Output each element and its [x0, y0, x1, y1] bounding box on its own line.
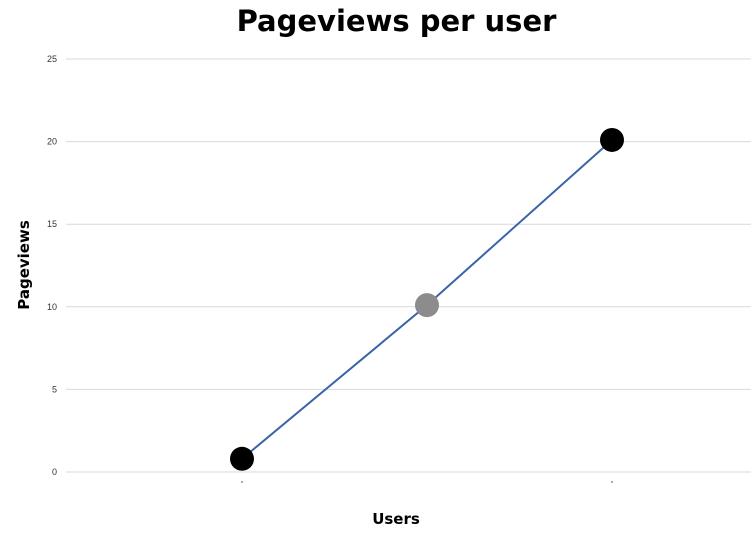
y-tick-label-5: 25 [47, 54, 57, 64]
y-tick-label-0: 0 [52, 467, 57, 477]
data-point-0-1 [415, 293, 439, 318]
grid-lines [66, 58, 751, 473]
series-layer [230, 127, 624, 471]
y-axis-title: Pageviews [15, 220, 33, 310]
chart-title: Pageviews per user [236, 4, 557, 38]
y-tick-label-1: 5 [52, 384, 57, 394]
y-tick-label-4: 20 [47, 137, 57, 147]
x-axis-title: Users [372, 510, 420, 528]
y-tick-labels: 0 5 10 15 20 25 [47, 54, 57, 477]
y-tick-label-2: 10 [47, 302, 57, 312]
y-tick-label-3: 15 [47, 219, 57, 229]
data-point-0-2 [600, 127, 624, 152]
x-tick-marks [241, 481, 613, 483]
data-point-0-0 [230, 446, 254, 471]
